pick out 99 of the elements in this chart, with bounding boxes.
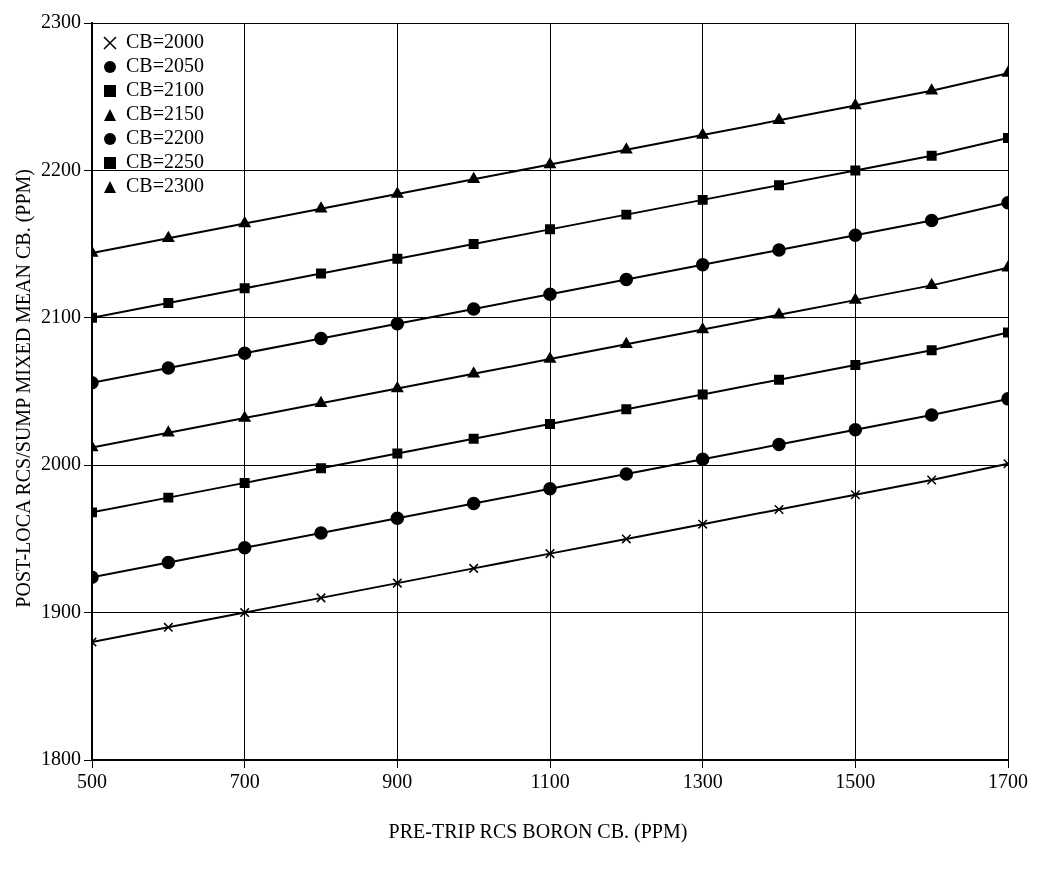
y-tick-label: 1800 [41,747,81,770]
x-tick-label: 1100 [530,770,570,793]
point [620,337,633,349]
legend-label: CB=2150 [126,102,204,125]
point [924,408,939,422]
legend-label: CB=2050 [126,54,204,77]
point [619,467,634,481]
point [238,411,251,422]
point [468,239,479,250]
point [850,165,861,176]
point [391,187,404,198]
point [316,268,326,279]
point [543,287,557,301]
point [695,452,710,467]
point [238,216,251,228]
point [162,231,175,242]
point [315,396,327,408]
point [466,496,481,511]
point [621,209,632,220]
point [163,492,174,503]
point [772,437,786,452]
point [162,426,175,437]
y-tick-label: 2000 [41,452,81,475]
point [467,172,480,183]
point [848,228,863,243]
point [392,253,403,264]
point [315,201,327,213]
point [237,540,252,555]
legend-label: CB=2300 [126,174,204,197]
point [314,526,328,540]
point [544,352,556,363]
point [621,404,632,415]
point [926,150,937,161]
point [392,578,403,589]
x-tick-label: 500 [77,770,107,793]
x-tick-label: 1500 [835,770,876,793]
point [545,224,555,235]
point [697,519,708,530]
x-axis-title: PRE-TRIP RCS BORON CB. (PPM) [387,820,689,843]
point [239,283,250,294]
point [772,243,786,257]
point [850,359,861,370]
point [849,98,862,110]
legend-label: CB=2250 [126,150,204,173]
point [544,157,556,169]
y-tick-label: 2100 [41,305,81,328]
point [392,448,403,459]
legend-label: CB=2000 [126,30,204,53]
point [390,316,405,331]
point [239,477,250,488]
point [696,322,709,334]
point [849,293,862,304]
point [545,418,555,429]
point [390,511,405,526]
y-tick-label: 2300 [41,10,81,33]
point [314,331,328,346]
point [619,272,634,287]
point [697,194,708,205]
point [925,278,938,290]
point [774,504,784,515]
point [850,489,861,500]
point [163,622,174,633]
point [621,533,632,544]
x-tick-label: 1300 [682,770,723,793]
point [695,257,710,272]
point [848,423,863,437]
point [773,113,785,125]
point [774,180,784,191]
point [545,548,555,559]
point [774,374,784,385]
point [163,298,174,309]
point [161,555,176,570]
point [468,563,479,574]
point [467,367,480,378]
point [925,84,938,95]
point [316,592,326,603]
point [391,381,404,393]
y-tick-label: 1900 [41,599,81,622]
x-tick-label: 700 [229,770,260,793]
x-tick-label: 900 [382,770,413,793]
point [926,345,937,356]
point [924,213,939,228]
point [468,433,479,444]
point [161,361,176,375]
y-axis-title: POST-LOCA RCS/SUMP MIXED MEAN CB. (PPM) [11,168,35,608]
point [696,128,709,139]
point [620,143,633,154]
point [466,302,481,316]
point [237,346,252,360]
legend-label: CB=2200 [126,126,204,149]
point [543,482,557,496]
point [773,308,785,319]
x-tick-label: 1700 [988,770,1028,793]
point [926,474,937,485]
point [697,389,708,400]
point [239,607,250,618]
legend-label: CB=2100 [126,78,204,101]
y-tick-label: 2200 [41,157,81,180]
point [316,463,326,474]
